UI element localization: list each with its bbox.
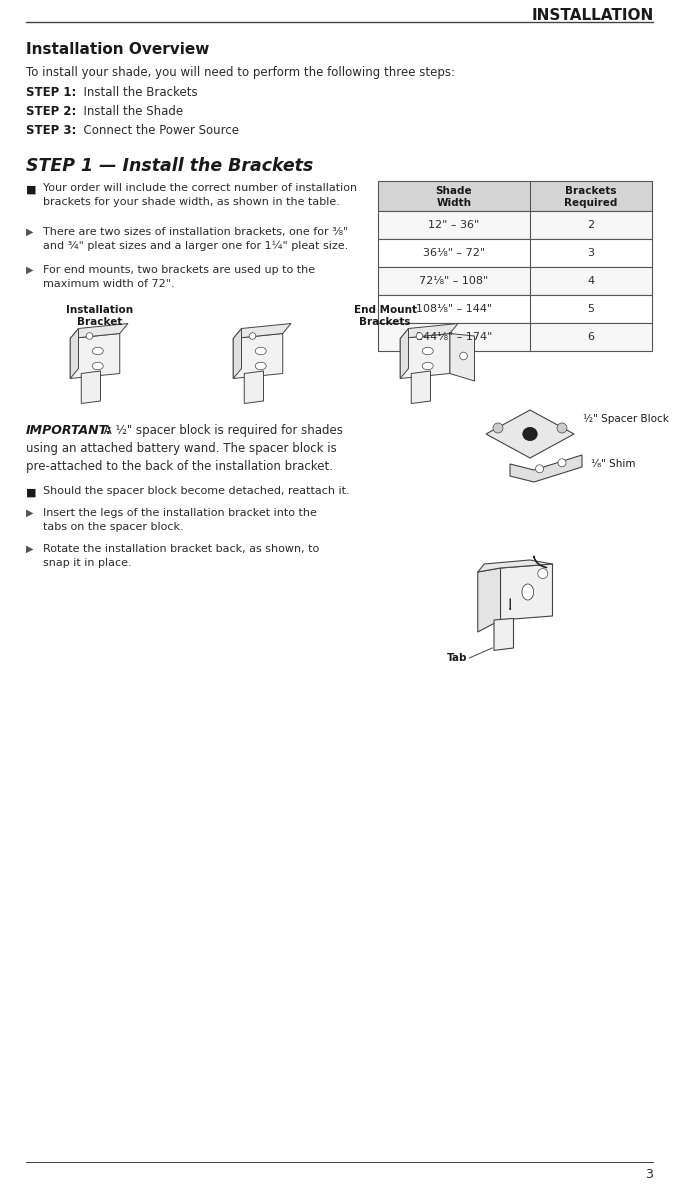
Text: 72¹⁄₈" – 108": 72¹⁄₈" – 108" [419, 276, 489, 286]
Text: ¹⁄₈" Shim: ¹⁄₈" Shim [591, 459, 635, 469]
Polygon shape [486, 410, 574, 457]
Text: INSTALLATION: INSTALLATION [531, 8, 653, 23]
Text: Installation Overview: Installation Overview [26, 41, 209, 57]
Text: Connect the Power Source: Connect the Power Source [76, 124, 239, 137]
Text: 108¹⁄₈" – 144": 108¹⁄₈" – 144" [416, 305, 492, 314]
Bar [378, 181, 652, 211]
Polygon shape [500, 564, 553, 620]
Polygon shape [450, 333, 475, 382]
Polygon shape [70, 333, 119, 378]
Text: 2: 2 [587, 220, 595, 230]
Polygon shape [244, 371, 263, 404]
Text: Installation
Bracket: Installation Bracket [66, 305, 134, 327]
Ellipse shape [423, 347, 433, 354]
Bar [378, 267, 652, 295]
Circle shape [493, 423, 503, 433]
Text: For end mounts, two brackets are used up to the
maximum width of 72".: For end mounts, two brackets are used up… [43, 265, 315, 289]
Text: To install your shade, you will need to perform the following three steps:: To install your shade, you will need to … [26, 66, 455, 79]
Text: IMPORTANT:: IMPORTANT: [26, 424, 112, 437]
Text: A ½" spacer block is required for shades: A ½" spacer block is required for shades [100, 424, 342, 437]
Text: 144¹⁄₈" – 174": 144¹⁄₈" – 174" [416, 332, 492, 342]
Text: STEP 2:: STEP 2: [26, 105, 76, 118]
Ellipse shape [523, 428, 537, 441]
Bar [378, 324, 652, 351]
Ellipse shape [255, 347, 266, 354]
Text: ▶: ▶ [26, 228, 33, 237]
Polygon shape [81, 371, 101, 404]
Polygon shape [510, 455, 582, 482]
Text: 6: 6 [587, 332, 595, 342]
Text: STEP 3:: STEP 3: [26, 124, 76, 137]
Text: Install the Shade: Install the Shade [76, 105, 183, 118]
Text: Shade
Width: Shade Width [435, 186, 472, 209]
Text: Brackets
Required: Brackets Required [564, 186, 618, 209]
Text: STEP 1 — Install the Brackets: STEP 1 — Install the Brackets [26, 156, 313, 175]
Text: 4: 4 [587, 276, 595, 286]
Polygon shape [70, 328, 78, 378]
Text: Should the spacer block become detached, reattach it.: Should the spacer block become detached,… [43, 486, 349, 497]
Bar [378, 239, 652, 267]
Text: Rotate the installation bracket back, as shown, to
snap it in place.: Rotate the installation bracket back, as… [43, 544, 319, 568]
Polygon shape [400, 328, 408, 378]
Polygon shape [411, 371, 431, 404]
Polygon shape [478, 561, 553, 572]
Polygon shape [494, 619, 514, 651]
Text: 3: 3 [587, 248, 595, 258]
Ellipse shape [92, 347, 103, 354]
Text: Tab: Tab [447, 653, 467, 662]
Text: ■: ■ [26, 488, 36, 498]
Bar [378, 211, 652, 239]
Polygon shape [234, 328, 242, 378]
Text: ½" Spacer Block: ½" Spacer Block [583, 414, 669, 424]
Circle shape [557, 423, 567, 433]
Text: STEP 1:: STEP 1: [26, 87, 76, 100]
Circle shape [535, 465, 543, 473]
Text: Insert the legs of the installation bracket into the
tabs on the spacer block.: Insert the legs of the installation brac… [43, 508, 317, 532]
Text: 5: 5 [587, 305, 595, 314]
Bar [378, 295, 652, 324]
Polygon shape [234, 333, 283, 378]
FancyArrowPatch shape [534, 557, 547, 568]
Text: End Mount
Brackets: End Mount Brackets [354, 305, 416, 327]
Text: 12" – 36": 12" – 36" [429, 220, 480, 230]
Circle shape [558, 459, 566, 467]
Circle shape [460, 352, 467, 360]
Ellipse shape [255, 363, 266, 370]
Text: ■: ■ [26, 185, 36, 196]
Polygon shape [400, 333, 450, 378]
Ellipse shape [522, 584, 534, 600]
Text: ▶: ▶ [26, 544, 33, 555]
Text: 36¹⁄₈" – 72": 36¹⁄₈" – 72" [423, 248, 485, 258]
Text: pre-attached to the back of the installation bracket.: pre-attached to the back of the installa… [26, 460, 333, 473]
Ellipse shape [92, 363, 103, 370]
Polygon shape [478, 568, 500, 632]
Ellipse shape [423, 363, 433, 370]
Text: ▶: ▶ [26, 265, 33, 275]
Circle shape [538, 569, 547, 578]
Text: Your order will include the correct number of installation
brackets for your sha: Your order will include the correct numb… [43, 182, 357, 206]
Polygon shape [70, 324, 128, 339]
Polygon shape [234, 324, 291, 339]
Text: There are two sizes of installation brackets, one for ³⁄₈"
and ³⁄₄" pleat sizes : There are two sizes of installation brac… [43, 228, 348, 251]
Circle shape [86, 333, 92, 339]
Circle shape [416, 333, 423, 339]
Circle shape [249, 333, 256, 339]
Polygon shape [400, 324, 458, 339]
Text: ▶: ▶ [26, 508, 33, 518]
Text: using an attached battery wand. The spacer block is: using an attached battery wand. The spac… [26, 442, 336, 455]
Text: Install the Brackets: Install the Brackets [76, 87, 197, 100]
Text: 3: 3 [645, 1168, 653, 1181]
